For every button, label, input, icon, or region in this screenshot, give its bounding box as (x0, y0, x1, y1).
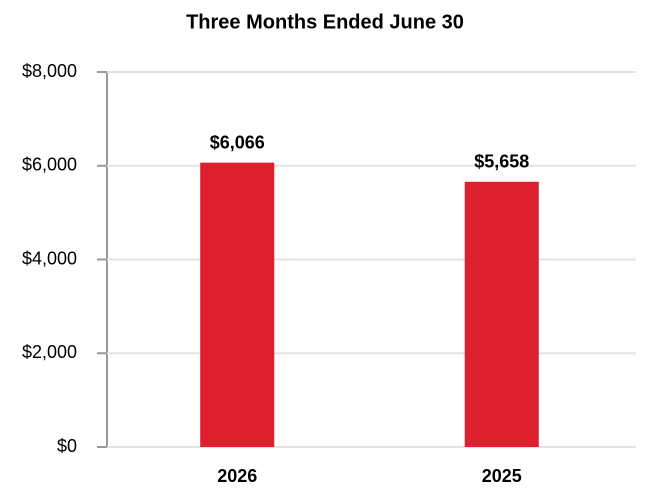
x-tick-label: 2025 (482, 466, 522, 486)
y-tick-label: $0 (57, 436, 77, 456)
value-label: $6,066 (210, 132, 265, 152)
chart-title: Three Months Ended June 30 (186, 11, 464, 33)
y-tick-label: $4,000 (22, 248, 77, 268)
bar (464, 181, 539, 447)
x-tick-label: 2026 (217, 466, 257, 486)
bar (200, 162, 275, 447)
y-tick-label: $6,000 (22, 155, 77, 175)
y-tick-label: $2,000 (22, 342, 77, 362)
y-tick-label: $8,000 (22, 61, 77, 81)
value-label: $5,658 (474, 152, 529, 172)
